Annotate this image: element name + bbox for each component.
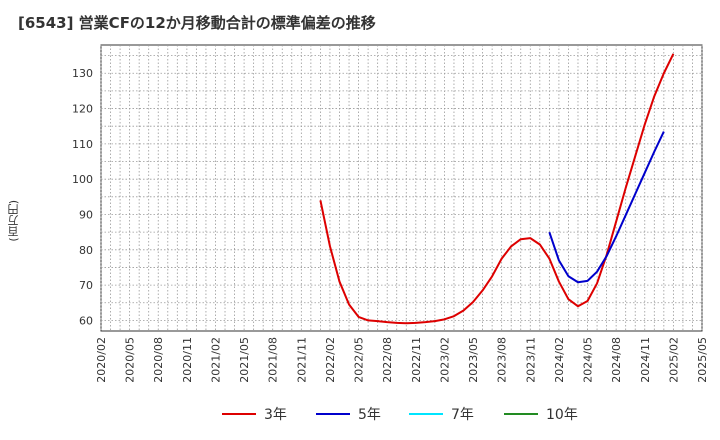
x-tick-label: 2021/02 [209,337,222,383]
legend-label: 7年 [451,407,474,423]
x-tick-label: 2020/05 [124,337,137,383]
x-tick-label: 2022/11 [410,337,423,383]
x-tick-label: 2021/08 [267,337,280,383]
series-lines [319,53,675,325]
y-tick-label: 100 [72,173,93,186]
series-line [548,131,665,284]
series-line [319,53,675,325]
x-tick-label: 2020/11 [181,337,194,383]
x-tick-label: 2021/11 [295,337,308,383]
legend-label: 5年 [358,407,381,423]
x-tick-label: 2024/11 [639,337,652,383]
y-tick-label: 130 [72,67,93,80]
y-tick-label: 60 [79,314,93,327]
x-tick-label: 2024/05 [582,337,595,383]
x-tick-label: 2023/05 [467,337,480,383]
legend-label: 3年 [264,407,287,423]
y-axis-ticks: 60 70 80 90 100 110 120 130 [72,67,93,327]
x-tick-label: 2022/08 [381,337,394,383]
x-tick-label: 2024/08 [610,337,623,383]
x-tick-label: 2025/02 [667,337,680,383]
x-tick-label: 2020/08 [152,337,165,383]
x-tick-label: 2025/05 [696,337,709,383]
y-tick-label: 120 [72,103,93,116]
legend: 3年 5年 7年 10年 [222,407,578,423]
x-tick-label: 2024/02 [553,337,566,383]
plot-frame [100,44,703,332]
x-tick-label: 2022/05 [353,337,366,383]
y-tick-label: 80 [79,244,93,257]
x-tick-label: 2023/02 [438,337,451,383]
x-tick-label: 2023/08 [496,337,509,383]
y-tick-label: 90 [79,208,93,221]
legend-label: 10年 [546,407,578,423]
plot-area [100,44,703,332]
y-tick-label: 110 [72,138,93,151]
y-tick-label: 70 [79,279,93,292]
x-tick-label: 2020/02 [95,337,108,383]
x-tick-label: 2021/05 [238,337,251,383]
x-axis-ticks: 2020/02 2020/05 2020/08 2020/11 2021/02 2021/… [95,337,709,383]
chart-title: [6543] 営業CFの12か月移動合計の標準偏差の推移 [18,14,376,32]
grid-lines [100,45,703,331]
x-tick-label: 2023/11 [524,337,537,383]
x-tick-label: 2022/02 [324,337,337,383]
